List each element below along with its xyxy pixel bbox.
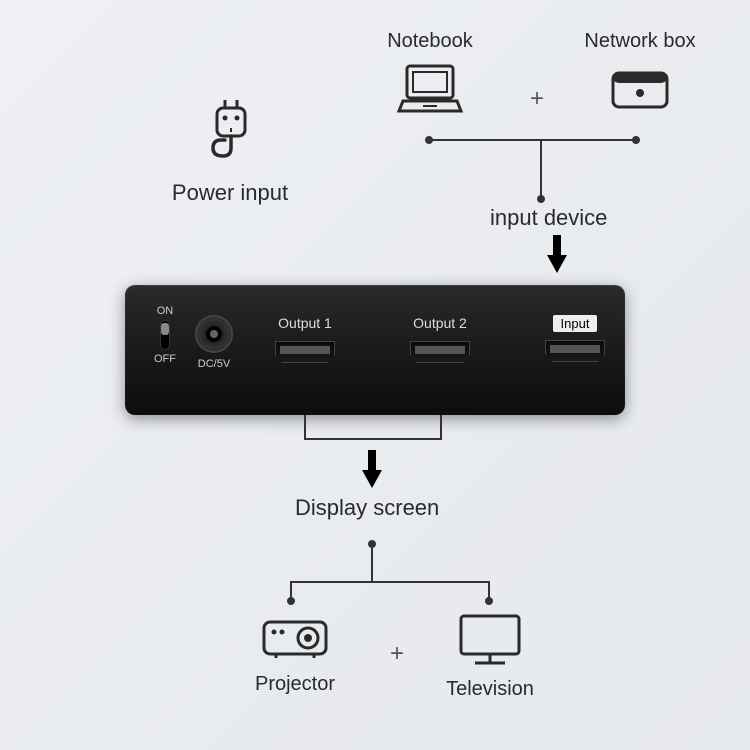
output1-port: Output 1	[275, 315, 335, 363]
splitter-device: ON OFF DC/5V Output 1 Output 2 Input	[125, 285, 625, 415]
connector-dot	[287, 597, 295, 605]
dc-jack-icon	[195, 315, 233, 353]
storage-box-icon	[570, 61, 710, 116]
output2-port: Output 2	[410, 315, 470, 363]
output-arrow-head	[362, 470, 382, 488]
output-arrow-stem	[368, 450, 376, 472]
connector-line	[371, 543, 373, 583]
output-projector: Projector	[235, 610, 355, 696]
input-arrow-stem	[553, 235, 561, 257]
laptop-icon	[370, 61, 490, 116]
projector-label: Projector	[235, 673, 355, 696]
output2-label: Output 2	[410, 315, 470, 331]
input-port-label: Input	[553, 315, 598, 332]
source-notebook: Notebook	[370, 30, 490, 116]
connector-dot	[537, 195, 545, 203]
power-plug-icon	[150, 100, 310, 170]
input-port: Input	[545, 315, 605, 362]
networkbox-label: Network box	[570, 30, 710, 53]
dc-label: DC/5V	[195, 358, 233, 370]
power-switch: ON OFF	[145, 305, 185, 365]
connector-line	[429, 139, 634, 141]
projector-icon	[235, 610, 355, 665]
plus-outputs: +	[390, 640, 404, 668]
input-arrow-head	[547, 255, 567, 273]
dc-power-port: DC/5V	[195, 315, 233, 370]
switch-off-label: OFF	[145, 353, 185, 365]
tv-icon	[430, 610, 550, 670]
diagram-container: Notebook + Network box	[0, 0, 750, 750]
power-label: Power input	[150, 180, 310, 206]
switch-slot	[160, 320, 170, 350]
input-device-label: input device	[490, 205, 607, 231]
connector-line	[540, 139, 542, 197]
television-label: Television	[430, 678, 550, 701]
connector-dot	[485, 597, 493, 605]
connector-line	[290, 581, 490, 583]
hdmi-port-icon	[545, 340, 605, 362]
connector-line	[304, 415, 306, 440]
source-networkbox: Network box	[570, 30, 710, 116]
output-television: Television	[430, 610, 550, 701]
notebook-label: Notebook	[370, 30, 490, 53]
connector-line	[440, 415, 442, 440]
hdmi-port-icon	[410, 341, 470, 363]
display-screen-label: Display screen	[295, 495, 439, 521]
connector-dot	[632, 136, 640, 144]
output1-label: Output 1	[275, 315, 335, 331]
switch-on-label: ON	[145, 305, 185, 317]
connector-line	[304, 438, 442, 440]
hdmi-port-icon	[275, 341, 335, 363]
power-section: Power input	[150, 100, 310, 206]
plus-sources: +	[530, 85, 544, 113]
